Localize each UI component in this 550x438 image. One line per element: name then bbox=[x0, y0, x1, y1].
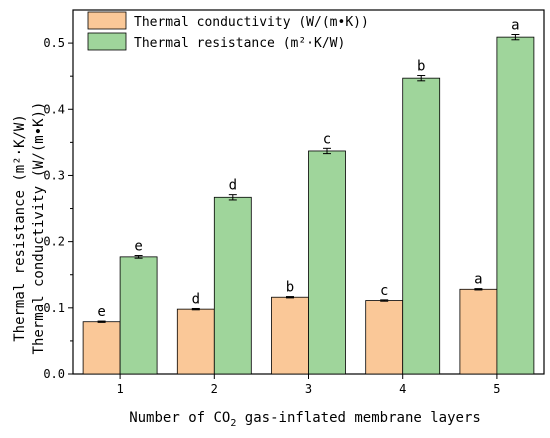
legend-label-conductivity: Thermal conductivity (W/(m•K)) bbox=[134, 15, 369, 30]
bar-thermal-conductivity bbox=[176, 308, 215, 375]
bars-layer: e e d d b c c b a a bbox=[82, 17, 535, 375]
significance-label: c bbox=[380, 283, 388, 299]
significance-label: b bbox=[286, 280, 294, 296]
y-axis-label-conductivity: Thermal conductivity (W/(m•K)) bbox=[31, 102, 47, 355]
legend: Thermal conductivity (W/(m•K)) Thermal r… bbox=[87, 11, 369, 51]
y-tick-label: 0.4 bbox=[43, 102, 65, 116]
significance-label: e bbox=[97, 304, 105, 320]
significance-label: d bbox=[229, 178, 237, 194]
x-tick-label: 4 bbox=[399, 382, 406, 396]
bar-thermal-conductivity bbox=[365, 300, 404, 375]
bar-thermal-resistance bbox=[308, 150, 346, 375]
bar-thermal-conductivity bbox=[82, 321, 121, 375]
significance-label: c bbox=[323, 131, 331, 147]
bar-thermal-resistance bbox=[119, 256, 158, 375]
bar-thermal-resistance bbox=[496, 36, 535, 375]
x-axis-label: Number of CO2 gas-inflated membrane laye… bbox=[129, 410, 481, 429]
legend-label-resistance: Thermal resistance (m²·K/W) bbox=[134, 36, 345, 51]
significance-label: d bbox=[192, 291, 200, 307]
y-tick-label: 0.0 bbox=[43, 367, 65, 381]
y-tick-label: 0.2 bbox=[43, 235, 65, 249]
bar-thermal-conductivity bbox=[459, 288, 498, 375]
x-tick-label: 2 bbox=[211, 382, 218, 396]
x-tick-label: 5 bbox=[493, 382, 500, 396]
x-tick-label: 3 bbox=[305, 382, 312, 396]
significance-label: a bbox=[474, 272, 482, 288]
significance-label: e bbox=[134, 239, 142, 255]
y-axis-ticks: 0.0 0.1 0.2 0.3 0.4 0.5 bbox=[43, 36, 73, 381]
legend-swatch-conductivity bbox=[87, 11, 127, 30]
legend-swatch-resistance bbox=[87, 32, 127, 51]
significance-label: b bbox=[417, 59, 425, 75]
bar-thermal-resistance bbox=[402, 77, 441, 375]
bar-thermal-conductivity bbox=[271, 296, 309, 375]
y-tick-label: 0.3 bbox=[43, 168, 65, 182]
x-axis-ticks: 1 2 3 4 5 bbox=[116, 374, 501, 396]
significance-label: a bbox=[511, 17, 519, 33]
bar-thermal-resistance bbox=[213, 196, 252, 375]
y-axis-label-resistance: Thermal resistance (m²·K/W) bbox=[12, 114, 28, 342]
x-tick-label: 1 bbox=[116, 382, 123, 396]
y-tick-label: 0.1 bbox=[43, 301, 65, 315]
y-tick-label: 0.5 bbox=[43, 36, 65, 50]
